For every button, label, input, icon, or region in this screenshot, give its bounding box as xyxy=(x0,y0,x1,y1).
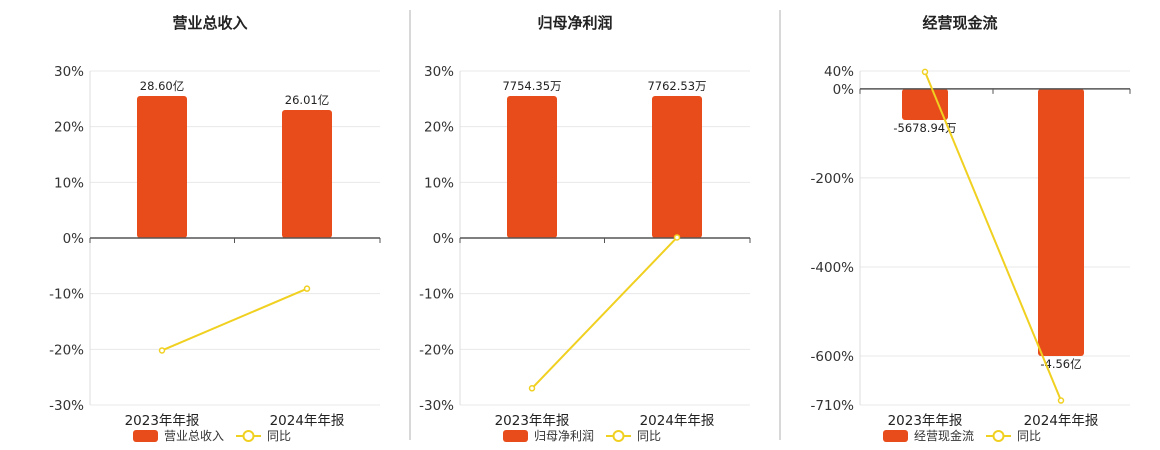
yoy-line xyxy=(531,236,678,389)
legend-swatch-marker xyxy=(242,430,255,442)
y-tick-label: 20% xyxy=(54,120,84,136)
bar xyxy=(137,96,187,238)
legend: 经营现金流 同比 xyxy=(883,428,1041,443)
legend-swatch-bar xyxy=(883,430,908,442)
bar-data-label: 28.60亿 xyxy=(140,79,184,93)
x-tick-label: 2023年年报 xyxy=(125,413,200,429)
y-tick-label: 20% xyxy=(424,120,454,136)
chart-title: 经营现金流 xyxy=(922,14,997,32)
y-tick-label: 0% xyxy=(833,82,855,98)
yoy-point xyxy=(528,385,536,392)
y-tick-label: -10% xyxy=(49,287,84,303)
y-tick-label: 30% xyxy=(424,64,454,80)
legend-label-bar: 营业总收入 xyxy=(164,429,224,443)
y-tick-label: -20% xyxy=(419,342,454,358)
legend-label-line: 同比 xyxy=(1017,429,1041,443)
y-tick-label: 30% xyxy=(54,64,84,80)
y-tick-label: -10% xyxy=(419,287,454,303)
x-tick-label: 2024年年报 xyxy=(640,413,715,429)
x-tick-label: 2024年年报 xyxy=(1024,413,1099,429)
y-tick-label: -30% xyxy=(49,398,84,414)
chart-panel-3: 经营现金流 40% 0% -200% -400% -600% -710% -5678.94万 -… xyxy=(811,14,1131,443)
y-tick-label: -30% xyxy=(419,398,454,414)
yoy-point xyxy=(158,347,166,354)
legend: 营业总收入 同比 xyxy=(133,429,291,443)
x-tick-label: 2023年年报 xyxy=(495,413,570,429)
bar xyxy=(1038,88,1084,357)
bar-data-label: -4.56亿 xyxy=(1040,357,1081,371)
yoy-point xyxy=(921,68,929,76)
y-tick-label: 10% xyxy=(54,175,84,191)
y-tick-label: -710% xyxy=(811,398,855,414)
legend-swatch-marker xyxy=(612,430,625,442)
bar-data-label: 7762.53万 xyxy=(647,79,706,93)
y-tick-label: 10% xyxy=(424,175,454,191)
legend: 归母净利润 同比 xyxy=(503,429,661,443)
bar-data-label: 26.01亿 xyxy=(285,93,329,107)
chart-panel-2: 归母净利润 30% 20% 10% 0% -10% -20% -30% 7754.35万 7762… xyxy=(419,14,751,443)
legend-label-bar: 归母净利润 xyxy=(534,429,594,443)
y-tick-label: -200% xyxy=(811,171,855,187)
chart-title: 营业总收入 xyxy=(172,14,247,32)
yoy-point xyxy=(303,285,311,292)
y-tick-label: -400% xyxy=(811,260,855,276)
bar xyxy=(507,96,557,238)
chart-title: 归母净利润 xyxy=(537,14,612,32)
chart-panel-1: 营业总收入 30% 20% 10% 0% -10% -20% -30% 28.60亿 26.01亿… xyxy=(49,14,381,443)
y-tick-label: -20% xyxy=(49,342,84,358)
legend-swatch-bar xyxy=(133,430,158,442)
legend-label-line: 同比 xyxy=(267,429,291,443)
bar-data-label: -5678.94万 xyxy=(893,121,956,135)
yoy-point xyxy=(673,234,681,241)
y-tick-label: 0% xyxy=(433,231,455,247)
bar xyxy=(652,96,702,238)
yoy-line xyxy=(924,71,1062,401)
legend-swatch-bar xyxy=(503,430,528,442)
bar xyxy=(902,88,948,120)
bar xyxy=(282,109,332,238)
legend-label-line: 同比 xyxy=(637,429,661,443)
bar-data-label: 7754.35万 xyxy=(502,79,561,93)
legend-label-bar: 经营现金流 xyxy=(914,428,974,443)
y-tick-label: 40% xyxy=(824,64,854,80)
legend-swatch-marker xyxy=(992,430,1005,442)
yoy-line xyxy=(161,287,308,352)
x-tick-label: 2023年年报 xyxy=(888,413,963,429)
yoy-point xyxy=(1057,397,1065,404)
y-tick-label: -600% xyxy=(811,349,855,365)
y-tick-label: 0% xyxy=(63,231,85,247)
x-tick-label: 2024年年报 xyxy=(270,413,345,429)
